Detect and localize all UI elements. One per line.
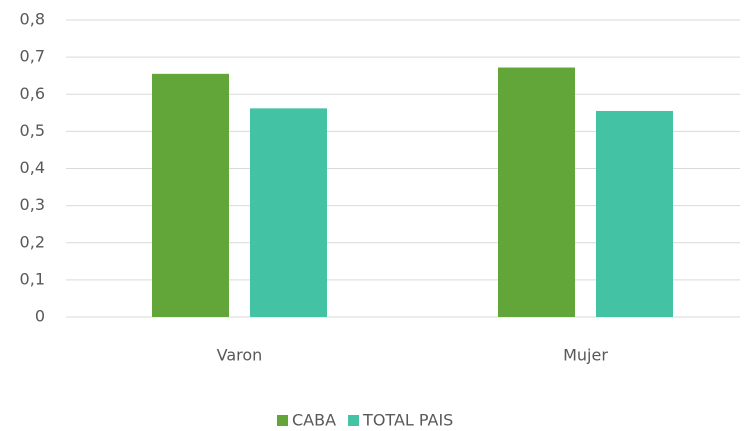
bar xyxy=(250,108,327,317)
y-tick-label: 0,2 xyxy=(20,232,45,251)
y-tick-label: 0,7 xyxy=(20,47,45,66)
y-tick-label: 0 xyxy=(35,307,45,326)
y-tick-label: 0,6 xyxy=(20,84,45,103)
bar xyxy=(152,73,229,317)
bar xyxy=(498,67,575,318)
y-tick-label: 0,8 xyxy=(20,10,45,29)
x-tick-label: Mujer xyxy=(563,346,608,365)
x-tick-label: Varon xyxy=(217,346,263,365)
legend-label: TOTAL PAIS xyxy=(362,411,453,430)
y-tick-label: 0,3 xyxy=(20,195,45,214)
y-tick-label: 0,5 xyxy=(20,121,45,140)
legend-swatch xyxy=(277,415,288,426)
legend-label: CABA xyxy=(292,411,336,430)
legend-swatch xyxy=(348,415,360,426)
y-tick-label: 0,4 xyxy=(20,158,45,177)
y-tick-label: 0,1 xyxy=(20,269,45,288)
bar xyxy=(596,110,673,317)
